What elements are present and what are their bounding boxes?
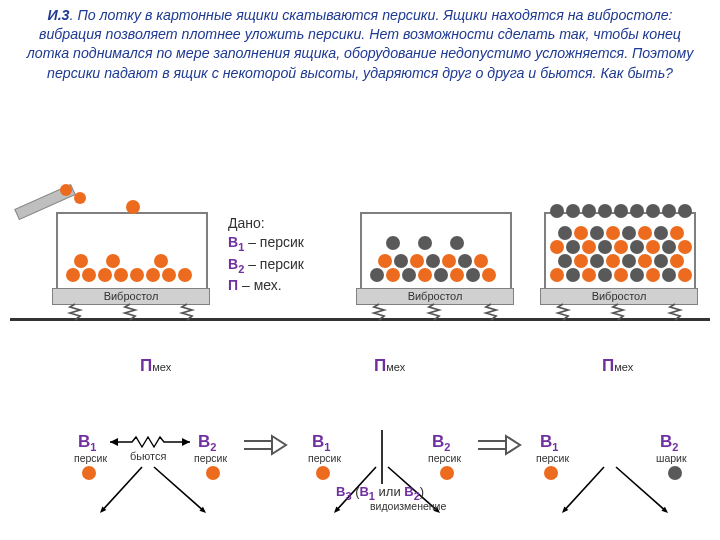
svg-line-19 [616,467,665,510]
